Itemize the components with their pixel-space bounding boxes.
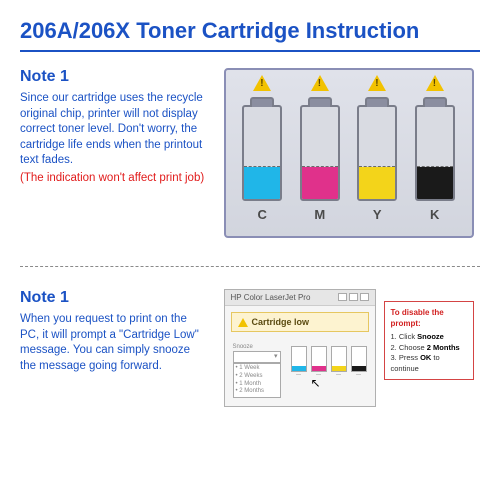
cartridge-panel: CMYK <box>224 68 474 238</box>
cartridge-label: Y <box>373 207 382 222</box>
note2-heading: Note 1 <box>20 289 205 307</box>
alert-triangle-icon <box>368 75 386 91</box>
note1-warning: (The indication won't affect print job) <box>20 171 205 187</box>
section-divider <box>20 266 480 267</box>
alert-triangle-icon <box>311 75 329 91</box>
title-underline <box>20 50 480 52</box>
snooze-dropdown[interactable] <box>233 351 281 363</box>
step-3: 3. Press OK to continue <box>391 353 467 374</box>
cartridge-C: C <box>240 97 284 222</box>
cartridge-M: M <box>298 97 342 222</box>
dialog-mock: HP Color LaserJet Pro Cartridge low Snoo… <box>224 289 474 407</box>
instructions-box: To disable the prompt: 1. Click Snooze 2… <box>384 301 474 380</box>
cartridge-label: C <box>258 207 267 222</box>
instructions-heading: To disable the prompt: <box>391 307 467 329</box>
window-titlebar: HP Color LaserJet Pro <box>225 290 375 306</box>
cartridge-label: K <box>430 207 439 222</box>
alert-triangle-icon <box>426 75 444 91</box>
cartridge-Y: Y <box>355 97 399 222</box>
banner-text: Cartridge low <box>252 317 310 327</box>
page-title: 206A/206X Toner Cartridge Instruction <box>20 18 480 44</box>
section-1: Note 1 Since our cartridge uses the recy… <box>20 68 480 238</box>
dialog-window: HP Color LaserJet Pro Cartridge low Snoo… <box>224 289 376 407</box>
alert-triangle-icon <box>253 75 271 91</box>
snooze-label: Snooze <box>233 344 281 350</box>
note1-body: Since our cartridge uses the recycle ori… <box>20 91 205 169</box>
window-controls <box>338 293 369 302</box>
section-2: Note 1 When you request to print on the … <box>20 289 480 407</box>
cartridge-low-banner: Cartridge low <box>231 312 369 332</box>
cartridge-label: M <box>314 207 325 222</box>
mini-levels: ———— <box>291 346 367 378</box>
step-1: 1. Click Snooze <box>391 332 467 343</box>
note1-heading: Note 1 <box>20 68 205 86</box>
cursor-icon: ↖ <box>311 376 321 390</box>
step-2: 2. Choose 2 Months <box>391 343 467 354</box>
snooze-options[interactable]: • 1 Week• 2 Weeks• 1 Month• 2 Months <box>233 363 281 398</box>
note2-body: When you request to print on the PC, it … <box>20 312 205 374</box>
warning-triangle-icon <box>238 318 248 327</box>
window-title-text: HP Color LaserJet Pro <box>231 293 311 302</box>
cartridge-K: K <box>413 97 457 222</box>
